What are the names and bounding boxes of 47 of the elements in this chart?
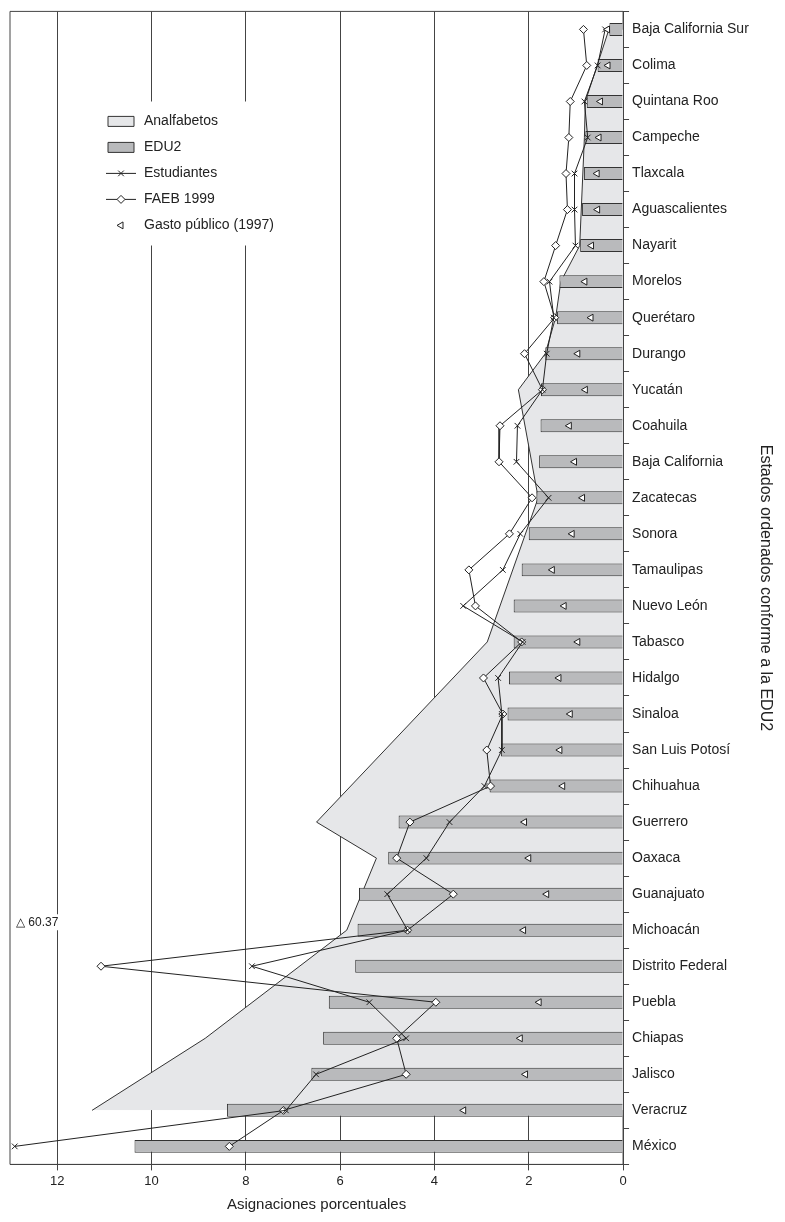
y-tick-label: Guerrero <box>632 812 689 829</box>
y-tick-label: Chihuahua <box>632 776 701 793</box>
y-tick-label: Oaxaca <box>632 848 681 865</box>
y-tick-label: Distrito Federal <box>632 957 727 974</box>
legend-label: FAEB 1999 <box>144 190 216 207</box>
x-tick-label: 0 <box>619 1172 627 1188</box>
y-tick-label: México <box>632 1137 677 1154</box>
y-tick-label: Veracruz <box>632 1101 688 1118</box>
x-tick-label: 6 <box>336 1172 344 1188</box>
legend-label: EDU2 <box>144 138 182 155</box>
y-tick-label: San Luis Potosí <box>632 740 731 757</box>
y-tick-label: Aguascalientes <box>632 200 728 217</box>
legend-label: Estudiantes <box>144 164 218 181</box>
y-tick-label: Coahuila <box>632 416 688 433</box>
x-tick-label: 2 <box>525 1172 533 1188</box>
x-axis-title: Asignaciones porcentuales <box>226 1195 407 1213</box>
x-tick-label: 10 <box>144 1172 159 1188</box>
y-tick-label: Guanajuato <box>632 885 705 902</box>
y-axis-title: Estados ordenados conforme a la EDU2 <box>757 444 775 732</box>
y-tick-label: Baja California Sur <box>632 20 750 37</box>
x-tick-label: 8 <box>242 1172 250 1188</box>
y-tick-label: Colima <box>632 56 676 73</box>
y-tick-label: Quintana Roo <box>632 92 719 109</box>
y-tick-label: Nayarit <box>632 236 677 253</box>
y-tick-label: Michoacán <box>632 921 700 938</box>
legend-label: Gasto público (1997) <box>144 216 274 233</box>
y-tick-label: Zacatecas <box>632 488 697 505</box>
y-tick-label: Morelos <box>632 272 682 289</box>
y-tick-label: Hidalgo <box>632 668 680 685</box>
y-tick-label: Sinaloa <box>632 704 679 721</box>
y-tick-label: Tamaulipas <box>632 560 703 577</box>
y-tick-label: Durango <box>632 344 686 361</box>
y-tick-label: Baja California <box>632 452 724 469</box>
y-tick-label: Yucatán <box>632 380 683 397</box>
x-tick-label: 4 <box>430 1172 439 1188</box>
y-tick-label: Campeche <box>632 128 700 145</box>
y-tick-label: Jalisco <box>632 1065 676 1082</box>
x-tick-label: 12 <box>49 1172 65 1188</box>
y-tick-label: Tabasco <box>632 632 685 649</box>
y-tick-label: Tlaxcala <box>632 164 685 181</box>
y-tick-label: Sonora <box>632 524 678 541</box>
y-tick-label: Querétaro <box>632 308 696 325</box>
y-tick-label: Puebla <box>632 993 676 1010</box>
y-tick-label: Nuevo León <box>632 596 708 613</box>
legend-label: Analfabetos <box>144 112 218 129</box>
annotation: △ 60.37 <box>16 914 59 929</box>
y-tick-label: Chiapas <box>632 1029 684 1046</box>
